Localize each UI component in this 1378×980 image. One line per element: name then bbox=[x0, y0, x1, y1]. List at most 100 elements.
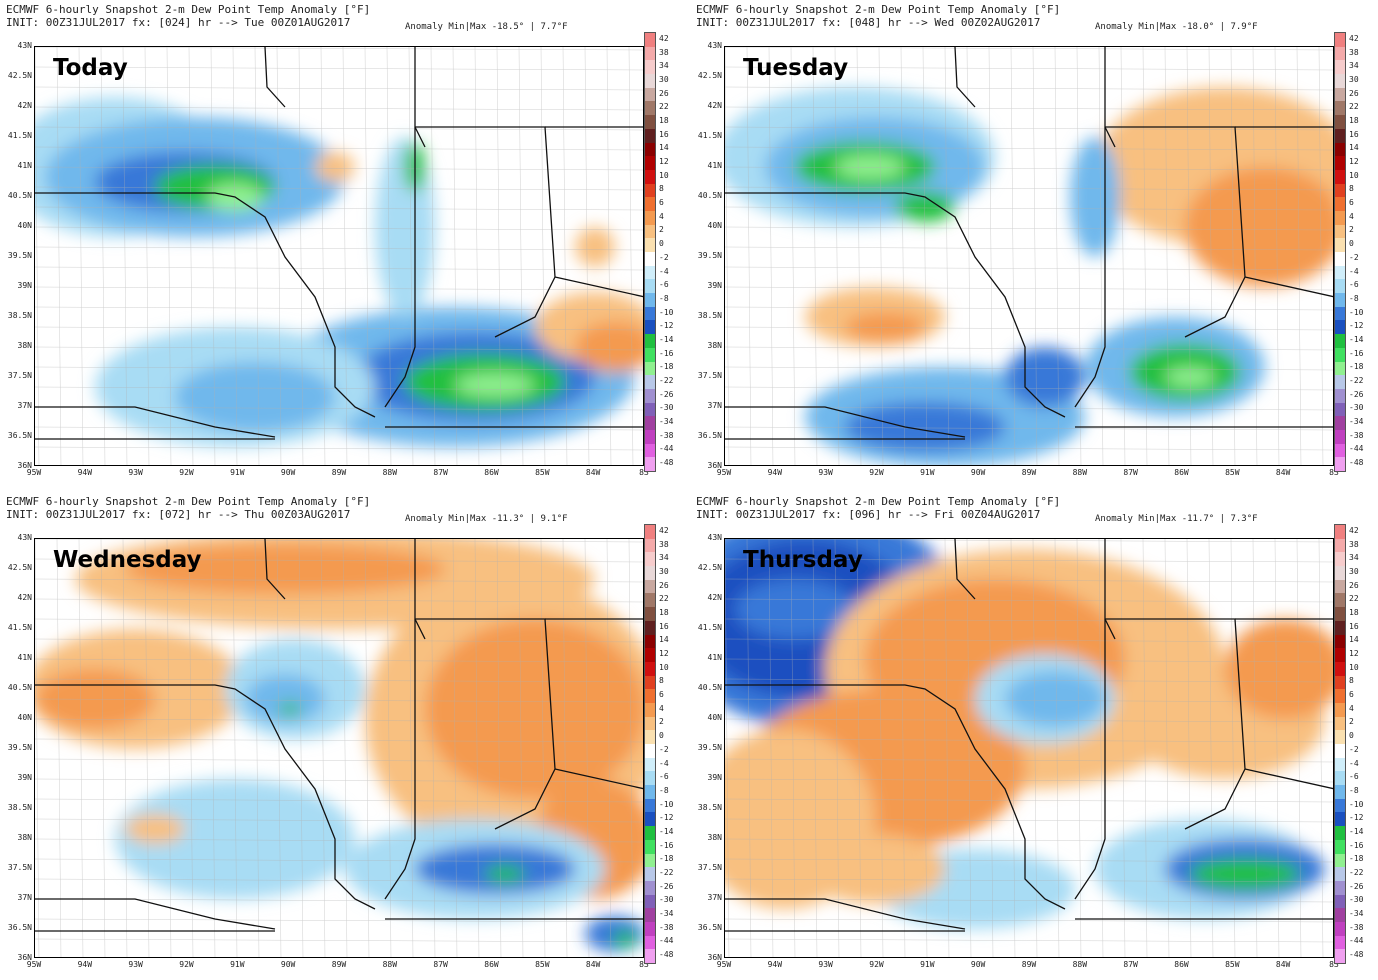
longitude-label: 84W bbox=[585, 468, 601, 477]
colorbar-label: -10 bbox=[659, 307, 674, 317]
latitude-label: 40.5N bbox=[7, 683, 32, 692]
colorbar-swatch bbox=[645, 607, 655, 621]
latitude-label: 42N bbox=[17, 101, 32, 110]
anomaly-field bbox=[725, 539, 1333, 957]
colorbar-swatch bbox=[1335, 388, 1345, 403]
colorbar-swatch bbox=[1335, 183, 1345, 198]
colorbar-label: -18 bbox=[659, 362, 674, 372]
anomaly-region bbox=[375, 137, 435, 317]
panel-tuesday: ECMWF 6-hourly Snapshot 2-m Dew Point Te… bbox=[690, 0, 1370, 488]
colorbar-label: 22 bbox=[1349, 102, 1359, 112]
latitude-label: 39N bbox=[17, 281, 32, 290]
latitude-label: 41N bbox=[17, 653, 32, 662]
colorbar-label: -34 bbox=[659, 417, 674, 427]
longitude-label: 94W bbox=[77, 960, 93, 969]
longitude-label: 89W bbox=[1021, 960, 1037, 969]
longitude-label: 92W bbox=[179, 960, 194, 969]
colorbar-label: -16 bbox=[1349, 348, 1364, 358]
colorbar-swatch bbox=[1335, 402, 1345, 417]
colorbar-swatch bbox=[645, 826, 655, 840]
latitude-label: 42.5N bbox=[7, 71, 32, 80]
longitude-label: 95W bbox=[716, 960, 732, 969]
map-title: ECMWF 6-hourly Snapshot 2-m Dew Point Te… bbox=[696, 495, 1061, 508]
colorbar-swatch bbox=[645, 156, 655, 170]
colorbar-label: 6 bbox=[659, 690, 664, 700]
anomaly-region bbox=[845, 312, 925, 342]
longitude-label: 95W bbox=[716, 468, 732, 477]
latitude-label: 43N bbox=[707, 533, 722, 542]
colorbar-swatch bbox=[1335, 566, 1345, 580]
colorbar-swatch bbox=[645, 265, 655, 280]
colorbar-swatch bbox=[645, 60, 655, 75]
anomaly-minmax: Anomaly Min|Max -11.7° | 7.3°F bbox=[1095, 514, 1258, 524]
latitude-label: 41.5N bbox=[697, 131, 722, 140]
colorbar-swatch bbox=[1335, 429, 1345, 444]
state-borders bbox=[725, 47, 1333, 440]
anomaly-minmax: Anomaly Min|Max -18.5° | 7.7°F bbox=[405, 22, 568, 32]
colorbar-swatch bbox=[645, 552, 655, 567]
day-label: Wednesday bbox=[53, 547, 202, 573]
colorbar-label: -26 bbox=[659, 389, 674, 399]
panel-thursday: ECMWF 6-hourly Snapshot 2-m Dew Point Te… bbox=[690, 492, 1370, 980]
colorbar-swatch bbox=[1335, 306, 1345, 321]
colorbar-swatch bbox=[1335, 443, 1345, 458]
colorbar-swatch bbox=[645, 115, 655, 129]
latitude-label: 37N bbox=[17, 401, 32, 410]
colorbar-swatch bbox=[645, 634, 655, 649]
colorbar-swatch bbox=[1335, 798, 1345, 813]
anomaly-field bbox=[35, 539, 643, 957]
colorbar-label: -16 bbox=[659, 840, 674, 850]
colorbar-label: 18 bbox=[659, 607, 669, 617]
longitude-label: 86W bbox=[484, 960, 499, 969]
colorbar-swatch bbox=[645, 757, 655, 772]
latitude-label: 39.5N bbox=[697, 251, 722, 260]
colorbar-swatch bbox=[1335, 894, 1345, 909]
longitude-label: 85W bbox=[535, 960, 550, 969]
anomaly-region bbox=[485, 866, 525, 882]
init-line: INIT: 00Z31JUL2017 fx: [096] hr --> Fri … bbox=[696, 508, 1041, 521]
latitude-label: 37N bbox=[707, 401, 722, 410]
longitude-label: 94W bbox=[767, 468, 783, 477]
longitude-label: 89W bbox=[331, 960, 347, 969]
colorbar-swatch bbox=[645, 812, 655, 827]
colorbar-swatch bbox=[1335, 525, 1345, 539]
colorbar-label: -2 bbox=[1349, 252, 1359, 262]
init-line: INIT: 00Z31JUL2017 fx: [024] hr --> Tue … bbox=[6, 16, 351, 29]
anomaly-region bbox=[895, 192, 955, 222]
colorbar-label: -44 bbox=[1349, 444, 1364, 454]
latitude-label: 41.5N bbox=[7, 131, 32, 140]
anomaly-region bbox=[175, 362, 335, 432]
colorbar-label: -10 bbox=[1349, 799, 1364, 809]
latitude-label: 37.5N bbox=[7, 863, 32, 872]
colorbar-label: -4 bbox=[659, 758, 669, 768]
colorbar-swatch bbox=[1335, 320, 1345, 335]
longitude-label: 87W bbox=[433, 468, 448, 477]
latitude-label: 41.5N bbox=[697, 623, 722, 632]
latitude-label: 38N bbox=[17, 833, 32, 842]
colorbar-label: -34 bbox=[659, 909, 674, 919]
colorbar-label: 34 bbox=[1349, 553, 1359, 563]
colorbar-label: -8 bbox=[1349, 785, 1359, 795]
anomaly-minmax: Anomaly Min|Max -11.3° | 9.1°F bbox=[405, 514, 568, 524]
anomaly-region bbox=[1005, 671, 1105, 727]
colorbar-label: 2 bbox=[1349, 717, 1354, 727]
colorbar-label: -10 bbox=[1349, 307, 1364, 317]
state-borders bbox=[35, 539, 643, 932]
latitude-label: 39N bbox=[17, 773, 32, 782]
latitude-label: 41N bbox=[707, 653, 722, 662]
colorbar-swatch bbox=[1335, 101, 1345, 116]
anomaly-region bbox=[1070, 137, 1120, 257]
colorbar-label: 0 bbox=[1349, 239, 1354, 249]
anomaly-field bbox=[725, 47, 1333, 465]
anomaly-region bbox=[245, 674, 325, 724]
colorbar-swatch bbox=[1335, 115, 1345, 129]
longitude-label: 88W bbox=[382, 468, 398, 477]
colorbar-label: 14 bbox=[659, 143, 669, 153]
colorbar-label: -6 bbox=[659, 280, 669, 290]
colorbar-label: 18 bbox=[1349, 607, 1359, 617]
latitude-label: 36N bbox=[707, 953, 722, 962]
colorbar-label: 30 bbox=[1349, 566, 1359, 576]
longitude-label: 94W bbox=[77, 468, 93, 477]
colorbar-label: 0 bbox=[659, 731, 664, 741]
latitude-label: 38N bbox=[17, 341, 32, 350]
